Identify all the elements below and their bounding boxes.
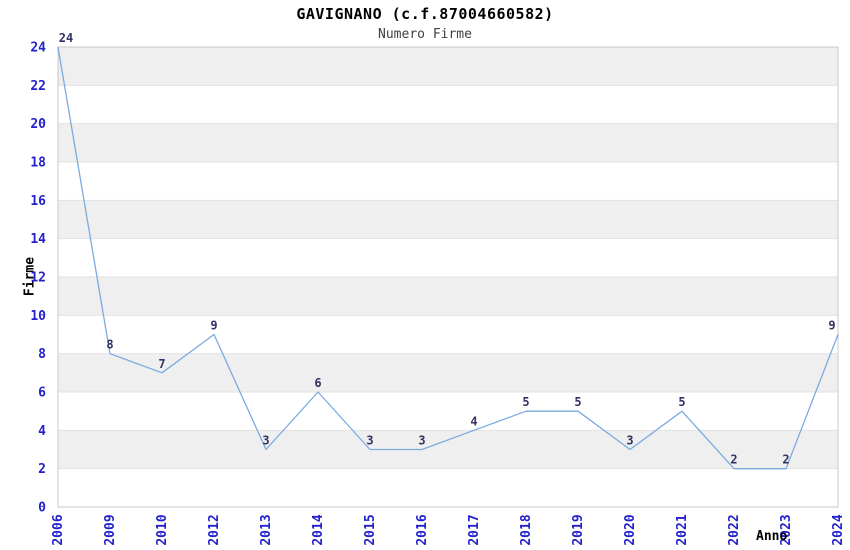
x-tick-label: 2020 [623, 514, 638, 545]
point-label: 3 [262, 434, 269, 448]
x-tick-label: 2021 [675, 514, 690, 545]
x-tick-label: 2016 [415, 514, 430, 545]
plot-band [58, 123, 838, 162]
point-label: 7 [158, 357, 165, 371]
plot-band [58, 200, 838, 239]
x-tick-label: 2024 [831, 514, 846, 545]
point-label: 8 [106, 338, 113, 352]
point-label: 24 [59, 31, 73, 45]
chart-title: GAVIGNANO (c.f.87004660582) [296, 5, 554, 23]
x-tick-label: 2012 [207, 514, 222, 545]
x-tick-label: 2014 [311, 514, 326, 545]
point-label: 2 [730, 453, 737, 467]
y-tick-label: 12 [30, 271, 46, 286]
point-label: 5 [522, 395, 529, 409]
y-tick-label: 10 [30, 309, 46, 324]
point-label: 3 [418, 434, 425, 448]
x-tick-label: 2018 [519, 514, 534, 545]
y-tick-label: 0 [38, 501, 46, 516]
point-label: 3 [366, 434, 373, 448]
plot-band [58, 277, 838, 316]
plot-band [58, 430, 838, 469]
y-tick-label: 6 [38, 386, 46, 401]
point-label: 4 [470, 414, 477, 428]
point-label: 9 [828, 319, 835, 333]
x-tick-label: 2006 [51, 514, 66, 545]
data-line [57, 46, 839, 470]
y-tick-label: 24 [30, 41, 46, 56]
y-tick-label: 16 [30, 194, 46, 209]
plot-band [58, 353, 838, 392]
x-tick-label: 2023 [779, 514, 794, 545]
point-label: 2 [782, 453, 789, 467]
x-tick-label: 2019 [571, 514, 586, 545]
y-tick-label: 18 [30, 156, 46, 171]
x-tick-label: 2010 [155, 514, 170, 545]
y-tick-label: 20 [30, 117, 46, 132]
point-label: 9 [210, 319, 217, 333]
x-tick-label: 2009 [103, 514, 118, 545]
x-axis-title: Anno [756, 529, 788, 544]
y-tick-label: 4 [38, 424, 46, 439]
point-label: 6 [314, 376, 321, 390]
y-tick-label: 8 [38, 347, 46, 362]
plot-band [58, 47, 838, 86]
y-tick-label: 2 [38, 462, 46, 477]
x-tick-label: 2022 [727, 514, 742, 545]
point-label: 5 [678, 395, 685, 409]
point-label: 3 [626, 434, 633, 448]
point-label: 5 [574, 395, 581, 409]
y-tick-label: 14 [30, 232, 46, 247]
y-tick-label: 22 [30, 79, 46, 94]
chart-subtitle: Numero Firme [378, 27, 472, 42]
x-tick-label: 2015 [363, 514, 378, 545]
x-tick-label: 2017 [467, 514, 482, 545]
x-tick-label: 2013 [259, 514, 274, 545]
plot-border [57, 46, 839, 508]
